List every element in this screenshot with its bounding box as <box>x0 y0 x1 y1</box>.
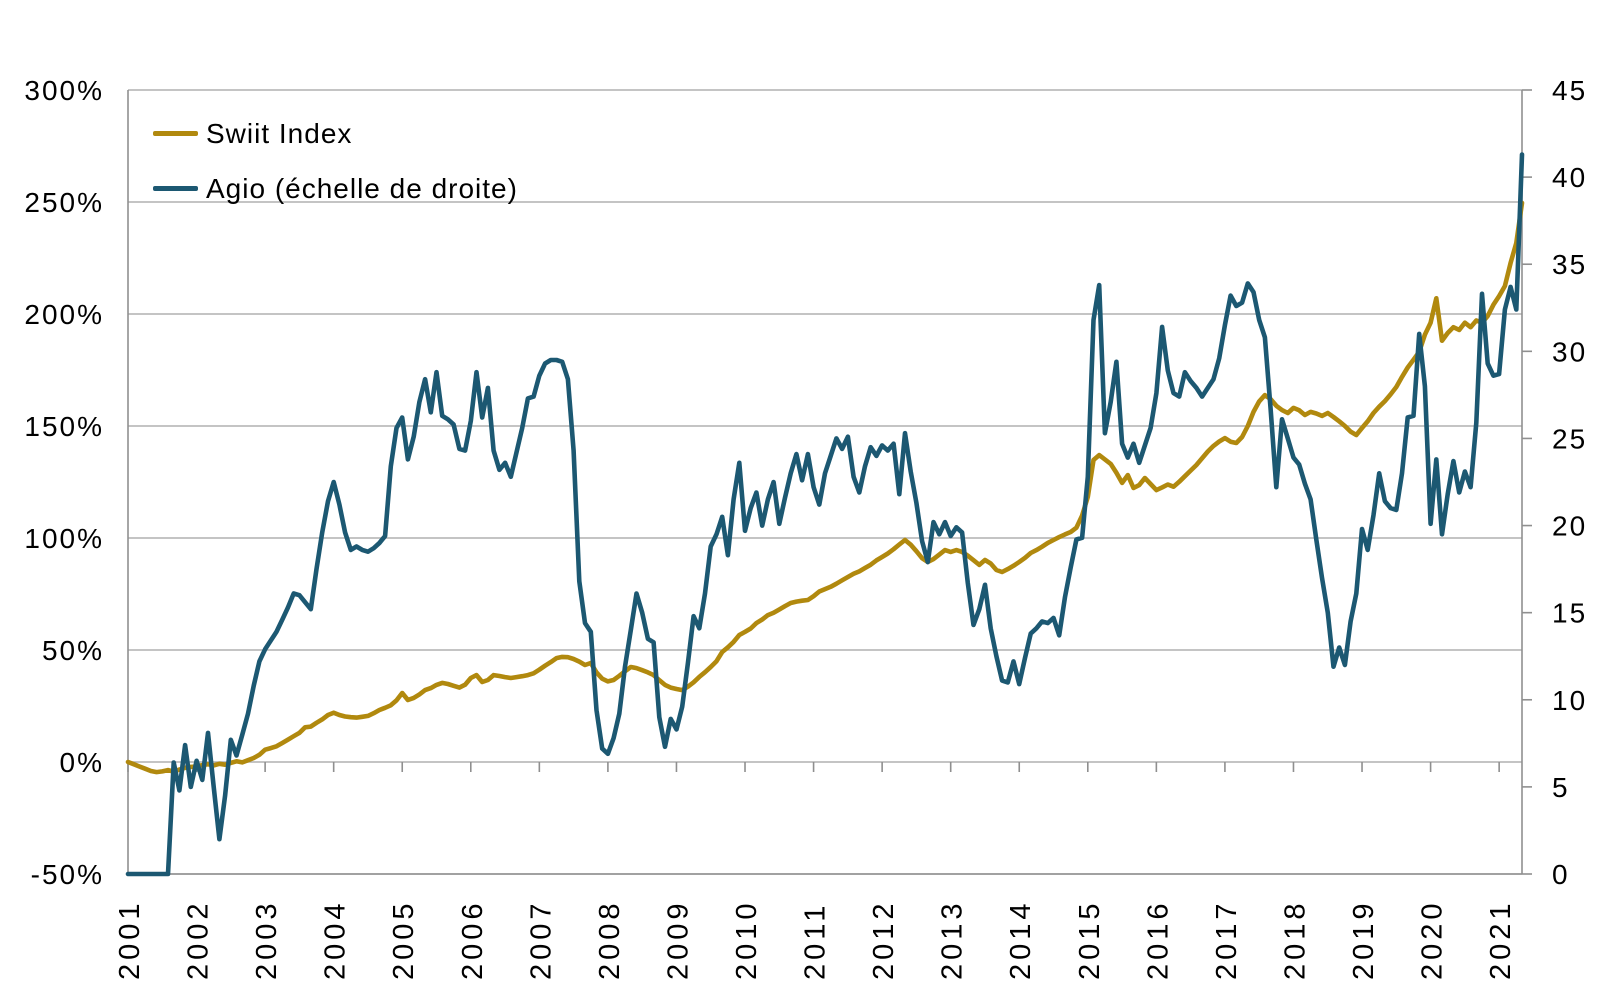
right-axis-tick-label: 45 <box>1552 75 1587 106</box>
x-axis-year-label: 2008 <box>594 899 626 980</box>
x-axis-year-label: 2002 <box>183 899 215 980</box>
x-axis-year-label: 2015 <box>1074 899 1106 980</box>
right-axis-tick-label: 0 <box>1552 859 1570 890</box>
x-axis-year-label: 2006 <box>457 899 489 980</box>
left-axis-tick-label: 250% <box>24 187 104 218</box>
chart-legend: Swiit Index Agio (échelle de droite) <box>153 106 518 216</box>
left-axis-tick-label: 0% <box>60 747 104 778</box>
left-axis-tick-label: 50% <box>42 635 104 666</box>
series-line-swiit-index <box>125 200 1525 775</box>
swiit-index-line-swatch <box>153 131 198 136</box>
x-axis-year-label: 2017 <box>1211 899 1243 980</box>
left-axis-tick-label: 100% <box>24 523 104 554</box>
x-axis-year-label: 2005 <box>388 899 420 980</box>
x-axis-year-label: 2009 <box>662 899 694 980</box>
legend-item-swiit-index: Swiit Index <box>153 106 518 161</box>
right-axis-tick-label: 10 <box>1552 685 1587 716</box>
legend-item-agio: Agio (échelle de droite) <box>153 161 518 216</box>
x-axis-year-label: 2021 <box>1485 899 1517 980</box>
x-axis-year-label: 2012 <box>868 899 900 980</box>
x-axis-year-label: 2003 <box>251 899 283 980</box>
x-axis-year-label: 2019 <box>1348 899 1380 980</box>
x-axis-year-label: 2013 <box>937 899 969 980</box>
right-axis-tick-label: 40 <box>1552 162 1587 193</box>
x-axis-year-label: 2007 <box>525 899 557 980</box>
right-axis-tick-label: 5 <box>1552 772 1570 803</box>
agio-line-swatch <box>153 186 198 191</box>
left-axis-tick-label: 200% <box>24 299 104 330</box>
x-axis-year-label: 2014 <box>1005 899 1037 980</box>
left-axis-tick-label: -50% <box>31 859 104 890</box>
x-axis-year-label: 2018 <box>1279 899 1311 980</box>
x-axis-year-label: 2001 <box>114 899 146 980</box>
legend-label-agio: Agio (échelle de droite) <box>206 172 518 204</box>
right-axis-tick-label: 25 <box>1552 423 1587 454</box>
right-axis-tick-label: 15 <box>1552 598 1587 629</box>
legend-label-swiit-index: Swiit Index <box>206 117 353 149</box>
x-axis-year-label: 2016 <box>1142 899 1174 980</box>
x-axis-year-label: 2020 <box>1417 899 1449 980</box>
x-axis-year-label: 2011 <box>800 902 832 980</box>
left-axis-tick-label: 300% <box>24 75 104 106</box>
left-axis-tick-label: 150% <box>24 411 104 442</box>
right-axis-tick-label: 20 <box>1552 511 1587 542</box>
right-axis-tick-label: 30 <box>1552 336 1587 367</box>
x-axis-year-label: 2010 <box>731 899 763 980</box>
series-line-agio <box>125 152 1525 877</box>
x-axis-year-label: 2004 <box>320 899 352 980</box>
right-axis-tick-label: 35 <box>1552 249 1587 280</box>
